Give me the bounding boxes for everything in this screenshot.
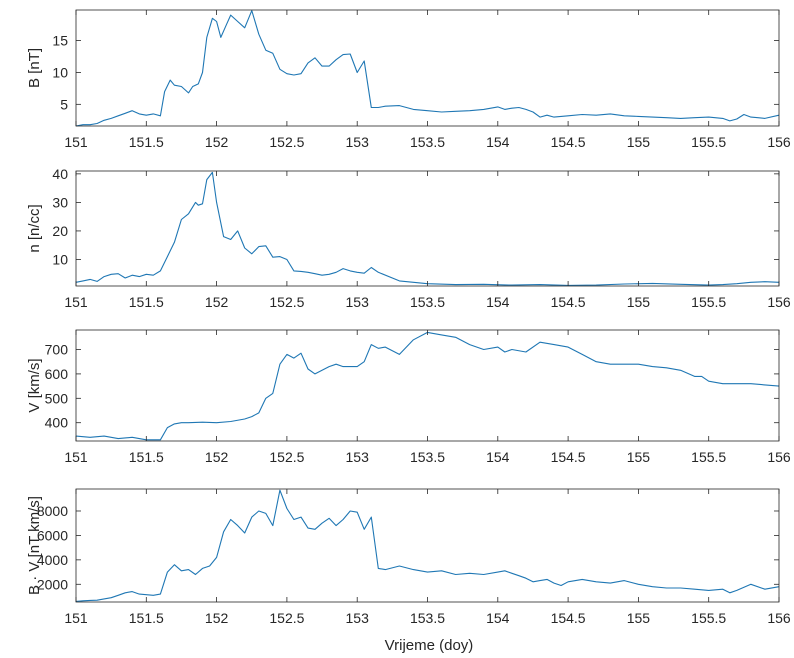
x-tick-label: 153 [346,449,370,465]
x-tick-label: 152 [205,294,229,310]
x-tick-label: 151.5 [129,134,164,150]
x-tick-label: 152.5 [269,610,304,626]
x-tick-label: 156 [767,294,791,310]
subplot-magnetic-field: 151 151.5 152 152.5 153 153.5 154 154.5 155 155.5… [26,9,791,150]
y-tick-label: 2000 [37,576,68,592]
x-tick-label: 151 [64,294,88,310]
y-tick-label: 8000 [37,503,68,519]
series-line [75,171,780,286]
x-tick-label: 154 [486,294,510,310]
x-tick-label: 151.5 [129,294,164,310]
x-tick-label: 151 [64,134,88,150]
y-tick-label: 20 [52,223,68,239]
y-axis-label: n [n/cc] [26,204,43,252]
x-axis-label: Vrijeme (doy) [385,637,474,654]
x-tick-label: 153.5 [410,449,445,465]
x-tick-label: 155 [627,610,651,626]
x-tick-label: 155.5 [691,294,726,310]
x-tick-label: 155.5 [691,610,726,626]
x-tick-label: 154.5 [551,134,586,150]
subplot-product: 151 151.5 152 152.5 153 153.5 154 154.5 155 155.5… [26,488,791,626]
x-tick-label: 156 [767,449,791,465]
x-tick-label: 156 [767,610,791,626]
subplot-density: 151 151.5 152 152.5 153 153.5 154 154.5 155 155.5… [26,166,791,310]
y-tick-label: 6000 [37,527,68,543]
x-tick-label: 152 [205,449,229,465]
series-line [75,489,780,602]
plot-frame [75,170,780,287]
x-tick-label: 151 [64,449,88,465]
x-tick-label: 154 [486,610,510,626]
subplot-velocity: 151 151.5 152 152.5 153 153.5 154 154.5 155 155.5… [26,329,791,465]
x-tick-label: 154 [486,449,510,465]
x-tick-label: 152 [205,134,229,150]
x-tick-label: 155.5 [691,134,726,150]
x-tick-label: 153 [346,134,370,150]
y-axis-label: B [nT] [26,48,43,88]
x-tick-label: 151.5 [129,449,164,465]
x-tick-label: 151.5 [129,610,164,626]
x-tick-label: 152.5 [269,294,304,310]
plot-frame [75,9,780,127]
series-line [75,10,780,127]
x-tick-label: 153.5 [410,610,445,626]
series-line [75,331,780,441]
plot-frame [75,329,780,442]
x-tick-label: 155 [627,294,651,310]
x-tick-label: 153.5 [410,294,445,310]
x-tick-label: 153.5 [410,134,445,150]
y-tick-label: 30 [52,194,68,210]
x-tick-label: 154.5 [551,610,586,626]
x-tick-label: 154.5 [551,294,586,310]
x-tick-label: 152.5 [269,134,304,150]
x-tick-label: 152.5 [269,449,304,465]
y-axis-label: V [km/s] [26,358,43,412]
y-tick-label: 400 [45,415,69,431]
y-axis-label: B · V [nT km/s] [26,496,43,595]
y-tick-label: 10 [52,64,68,80]
y-tick-label: 700 [45,342,69,358]
y-tick-label: 15 [52,33,68,49]
x-tick-label: 151 [64,610,88,626]
y-tick-label: 5 [60,96,68,112]
x-tick-label: 153 [346,610,370,626]
y-tick-label: 10 [52,251,68,267]
x-tick-label: 154 [486,134,510,150]
plot-frame [75,488,780,603]
x-tick-label: 154.5 [551,449,586,465]
y-tick-label: 4000 [37,552,68,568]
y-tick-label: 40 [52,166,68,182]
x-tick-label: 156 [767,134,791,150]
y-tick-label: 600 [45,366,69,382]
x-tick-label: 155.5 [691,449,726,465]
y-tick-label: 500 [45,390,69,406]
x-tick-label: 155 [627,134,651,150]
x-tick-label: 155 [627,449,651,465]
x-tick-label: 153 [346,294,370,310]
x-tick-label: 152 [205,610,229,626]
